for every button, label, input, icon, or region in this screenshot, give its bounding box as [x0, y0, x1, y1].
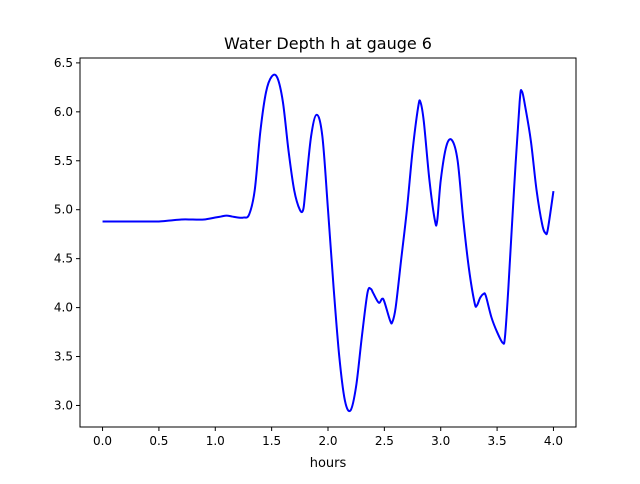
x-tick-label: 1.5: [262, 434, 281, 448]
x-tick-label: 1.0: [206, 434, 225, 448]
x-tick-label: 3.5: [488, 434, 507, 448]
x-tick-label: 2.5: [375, 434, 394, 448]
x-tick-label: 0.5: [149, 434, 168, 448]
y-tick-label: 4.0: [54, 301, 73, 315]
plot-area: [80, 58, 576, 427]
x-tick-label: 0.0: [93, 434, 112, 448]
y-tick-label: 5.5: [54, 154, 73, 168]
x-axis-label: hours: [310, 456, 347, 471]
x-tick-label: 3.0: [431, 434, 450, 448]
x-tick-label: 4.0: [544, 434, 563, 448]
y-axis: 3.0 3.5 4.0 4.5 5.0 5.5 6.0 6.5: [54, 56, 80, 412]
y-tick-label: 4.5: [54, 252, 73, 266]
x-axis: 0.0 0.5 1.0 1.5 2.0 2.5 3.0 3.5 4.0: [93, 427, 563, 448]
depth-series-line: [102, 73, 555, 413]
y-tick-label: 6.5: [54, 56, 73, 70]
y-tick-label: 6.0: [54, 105, 73, 119]
chart-title: Water Depth h at gauge 6: [224, 34, 432, 53]
y-tick-label: 5.0: [54, 203, 73, 217]
x-tick-label: 2.0: [318, 434, 337, 448]
y-tick-label: 3.0: [54, 398, 73, 412]
y-tick-label: 3.5: [54, 350, 73, 364]
